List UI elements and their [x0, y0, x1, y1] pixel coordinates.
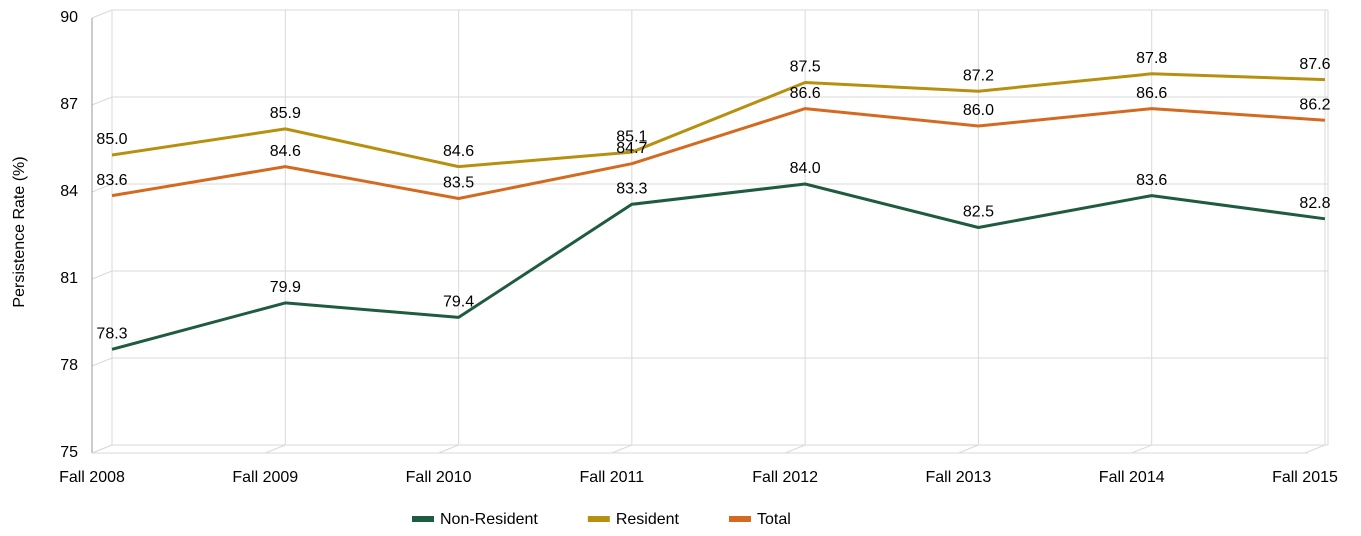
data-label: 86.6: [1136, 85, 1167, 102]
data-label: 85.1: [616, 128, 647, 145]
data-label: 83.6: [96, 172, 127, 189]
data-label: 79.9: [270, 279, 301, 296]
y-tick-label: 78: [60, 357, 78, 374]
x-tick-label: Fall 2012: [752, 469, 818, 486]
tick-connector: [91, 357, 113, 367]
data-label: 83.6: [1136, 172, 1167, 189]
data-label: 79.4: [443, 294, 474, 311]
series-line: [111, 72, 1326, 169]
tick-connector: [91, 270, 113, 280]
data-label: 87.6: [1299, 56, 1330, 73]
x-tick-label: Fall 2013: [926, 469, 992, 486]
data-label: 86.6: [790, 85, 821, 102]
x-tick-label: Fall 2010: [406, 469, 472, 486]
tick-connector: [91, 96, 113, 106]
y-tick-label: 75: [60, 444, 78, 461]
data-label: 87.2: [963, 67, 994, 84]
x-tick-label: Fall 2014: [1099, 469, 1165, 486]
floor-line: [265, 444, 286, 454]
x-tick-label: Fall 2008: [59, 469, 125, 486]
data-label: 85.9: [270, 105, 301, 122]
y-tick-label: 81: [60, 270, 78, 287]
floor-line: [438, 444, 459, 454]
floor-line: [1304, 444, 1326, 454]
y-tick-label: 90: [60, 9, 78, 26]
data-label: 82.5: [963, 204, 994, 221]
tick-connector: [91, 444, 113, 454]
y-axis-label: Persistence Rate (%): [11, 156, 28, 307]
legend-label: Total: [757, 511, 791, 528]
data-label: 82.8: [1299, 195, 1330, 212]
y-tick-label: 87: [60, 96, 78, 113]
legend-label: Resident: [616, 511, 680, 528]
legend-swatch: [412, 516, 434, 522]
tick-connector: [91, 183, 113, 193]
legend-swatch: [728, 516, 751, 522]
series-line: [111, 107, 1326, 200]
data-label: 84.7: [616, 140, 647, 157]
x-tick-label: Fall 2015: [1272, 469, 1338, 486]
data-label: 86.2: [1299, 96, 1330, 113]
data-label: 85.0: [96, 131, 127, 148]
floor-line: [784, 444, 806, 454]
data-label: 83.3: [616, 181, 647, 198]
floor-line: [611, 444, 633, 454]
data-label: 84.6: [270, 143, 301, 160]
floor-line: [1131, 444, 1152, 454]
data-label: 78.3: [96, 326, 127, 343]
legend-label: Non-Resident: [440, 511, 538, 528]
data-label: 84.6: [443, 143, 474, 160]
floor-line: [958, 444, 979, 454]
data-label: 87.8: [1136, 50, 1167, 67]
data-label: 83.5: [443, 175, 474, 192]
x-tick-label: Fall 2009: [232, 469, 298, 486]
tick-connector: [91, 9, 113, 19]
legend-swatch: [587, 516, 610, 522]
data-label: 84.0: [790, 160, 821, 177]
x-tick-label: Fall 2011: [580, 469, 645, 486]
data-label: 86.0: [963, 102, 994, 119]
series-line: [111, 182, 1326, 351]
y-tick-label: 84: [60, 183, 78, 200]
data-label: 87.5: [790, 59, 821, 76]
